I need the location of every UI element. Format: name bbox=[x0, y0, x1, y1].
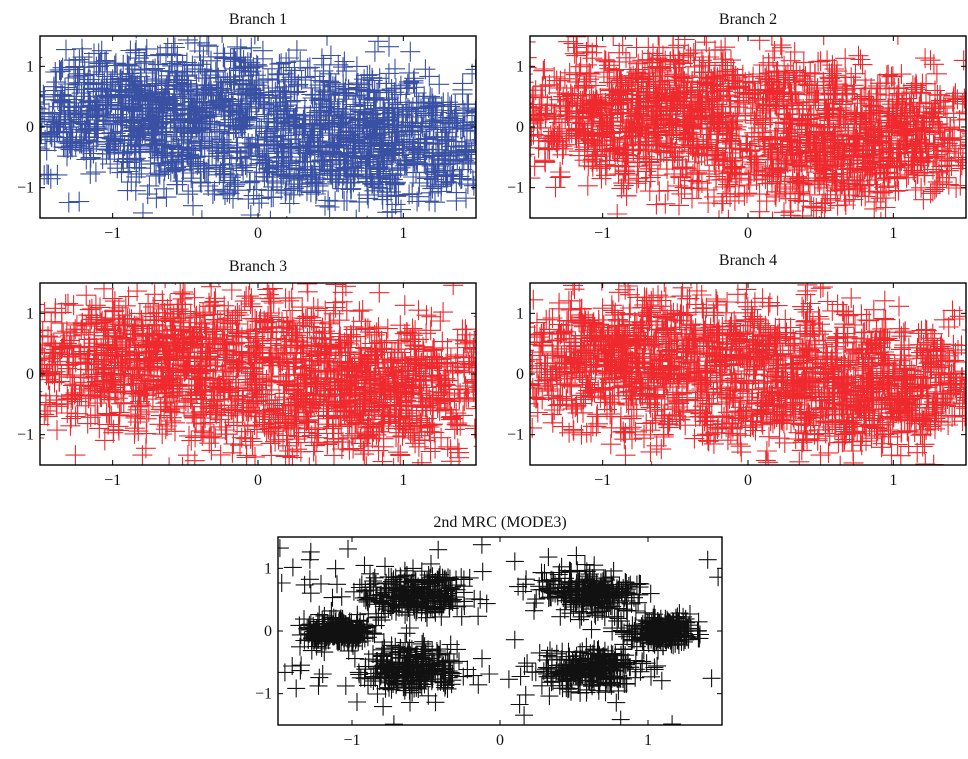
x-tick-label: 1 bbox=[889, 472, 897, 489]
y-tick-label: 1 bbox=[26, 58, 34, 75]
scatter-points-2nd-mrc bbox=[278, 537, 722, 725]
panel-2nd-mrc: 2nd MRC (MODE3) −1 0 1 −1 0 1 bbox=[255, 514, 723, 749]
panel-title-branch-1: Branch 1 bbox=[229, 11, 287, 28]
y-tick-label: −1 bbox=[507, 180, 524, 197]
scatter-points-branch-2 bbox=[530, 36, 966, 218]
axes-ticks-branch-3: −1 0 1 −1 0 1 bbox=[17, 283, 476, 489]
axes-ticks-branch-2: −1 0 1 −1 0 1 bbox=[507, 36, 966, 242]
scatter-points-branch-4 bbox=[530, 283, 966, 465]
x-tick-label: −1 bbox=[104, 472, 121, 489]
x-tick-label: 1 bbox=[644, 732, 652, 749]
scatter-marker-set bbox=[530, 283, 966, 465]
y-tick-label: 1 bbox=[516, 58, 524, 75]
panel-branch-4: Branch 4 −1 0 1 −1 0 1 bbox=[507, 252, 967, 489]
panel-title-branch-3: Branch 3 bbox=[229, 258, 287, 275]
panel-title-branch-2: Branch 2 bbox=[719, 11, 777, 28]
panel-branch-1: Branch 1 −1 0 1 −1 0 1 bbox=[17, 11, 477, 242]
y-tick-label: 0 bbox=[516, 119, 524, 136]
y-tick-label: 0 bbox=[26, 119, 34, 136]
x-tick-label: 0 bbox=[744, 472, 752, 489]
scatter-points-branch-3 bbox=[40, 283, 476, 465]
y-tick-label: −1 bbox=[17, 180, 34, 197]
y-tick-label: −1 bbox=[507, 427, 524, 444]
x-tick-label: 0 bbox=[496, 732, 504, 749]
x-tick-label: −1 bbox=[594, 225, 611, 242]
scatter-marker-set bbox=[40, 36, 476, 218]
panel-title-branch-4: Branch 4 bbox=[719, 252, 777, 269]
scatter-marker-set bbox=[278, 537, 722, 725]
axes-ticks-branch-1: −1 0 1 −1 0 1 bbox=[17, 36, 476, 242]
x-tick-label: −1 bbox=[343, 732, 360, 749]
scatter-points-branch-1 bbox=[40, 36, 476, 218]
x-tick-label: 1 bbox=[889, 225, 897, 242]
panel-title-2nd-mrc: 2nd MRC (MODE3) bbox=[433, 514, 566, 531]
y-tick-label: 1 bbox=[516, 305, 524, 322]
y-tick-label: 0 bbox=[516, 366, 524, 383]
y-tick-label: −1 bbox=[17, 427, 34, 444]
x-tick-label: 0 bbox=[254, 225, 262, 242]
axes-ticks-branch-4: −1 0 1 −1 0 1 bbox=[507, 283, 966, 489]
x-tick-label: 1 bbox=[399, 225, 407, 242]
x-tick-label: 1 bbox=[399, 472, 407, 489]
y-tick-label: 1 bbox=[264, 560, 272, 577]
scatter-marker-set bbox=[530, 36, 966, 218]
x-tick-label: −1 bbox=[104, 225, 121, 242]
x-tick-label: 0 bbox=[744, 225, 752, 242]
axes-ticks-2nd-mrc: −1 0 1 −1 0 1 bbox=[255, 537, 722, 749]
scatter-marker-set bbox=[40, 283, 476, 465]
x-tick-label: −1 bbox=[594, 472, 611, 489]
y-tick-label: 0 bbox=[264, 623, 272, 640]
x-tick-label: 0 bbox=[254, 472, 262, 489]
panel-branch-2: Branch 2 −1 0 1 −1 0 1 bbox=[507, 11, 967, 242]
y-tick-label: 0 bbox=[26, 366, 34, 383]
y-tick-label: −1 bbox=[255, 686, 272, 703]
panel-branch-3: Branch 3 −1 0 1 −1 0 1 bbox=[17, 258, 477, 489]
y-tick-label: 1 bbox=[26, 305, 34, 322]
